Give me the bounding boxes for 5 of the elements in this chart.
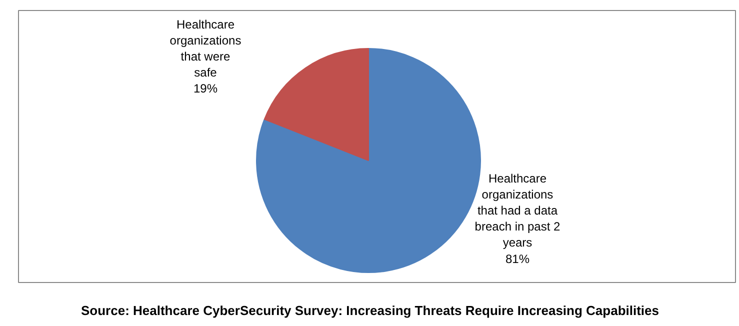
source-note: Source: Healthcare CyberSecurity Survey: Increasing Threats Require Increasing Capabilities <box>81 303 660 318</box>
slice-label: Healthcare organizations that had a data breach in past 2 years <box>474 171 561 250</box>
data-label: 19% <box>193 82 218 96</box>
data-label: 81% <box>505 252 530 266</box>
slice-label: Healthcare organizations that were safe <box>170 17 242 80</box>
